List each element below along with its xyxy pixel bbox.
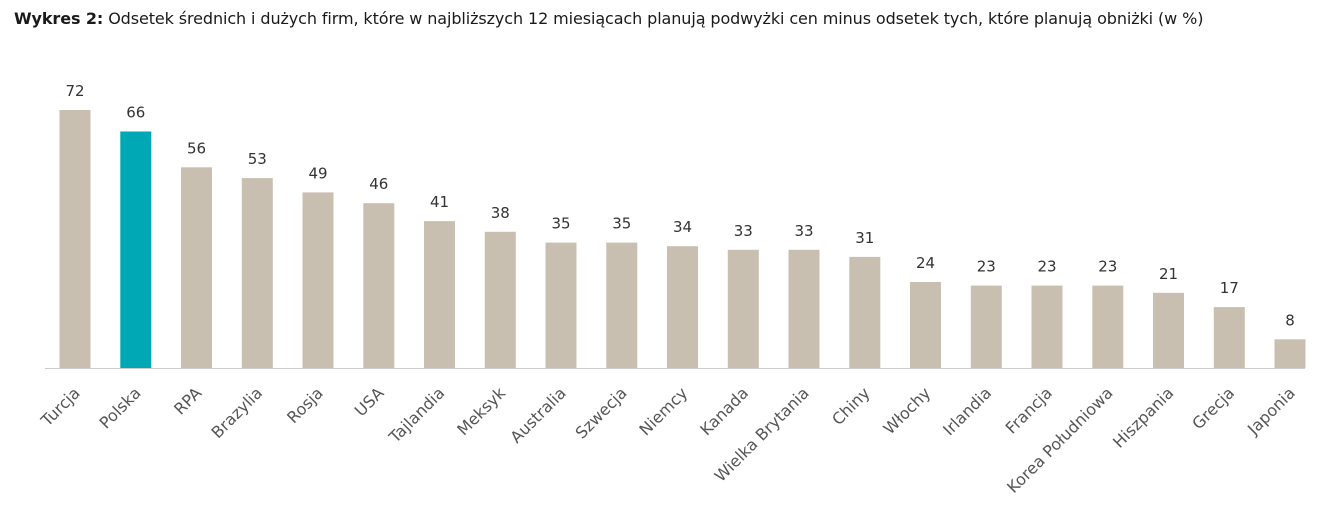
value-label-niemcy: 34 [673,218,692,236]
bar-usa [363,203,395,368]
bar-turcja [59,110,91,368]
value-label-polska: 66 [126,104,145,122]
bar-australia [545,242,577,368]
value-label-irlandia: 23 [977,258,996,276]
category-label-włochy: Włochy [879,383,934,438]
value-label-szwecja: 35 [612,215,631,233]
bar-rpa [181,167,212,368]
bar-francja [1031,285,1063,368]
value-label-usa: 46 [369,175,388,193]
category-label-brazylia: Brazylia [207,383,266,442]
category-label-japonia: Japonia [1243,383,1299,439]
category-label-chiny: Chiny [828,383,874,429]
bar-hiszpania [1153,292,1184,369]
bar-meksyk [484,231,516,368]
bar-rosja [302,192,334,368]
value-label-australia: 35 [551,215,570,233]
category-label-hiszpania: Hiszpania [1109,383,1177,451]
category-label-meksyk: Meksyk [453,383,509,439]
value-label-kanada: 33 [734,222,753,240]
bar-polska [120,131,152,368]
chart-title-label: Wykres 2: [14,9,104,28]
category-label-polska: Polska [96,383,145,432]
category-label-usa: USA [351,383,388,420]
value-label-wielka-brytania: 33 [794,222,813,240]
bar-chiny [849,256,881,368]
bar-szwecja [606,242,638,368]
bars-group [59,110,1306,369]
chart-title-text: Odsetek średnich i dużych firm, które w … [108,9,1204,28]
bar-kanada [727,249,759,369]
value-label-turcja: 72 [65,82,84,100]
bar-niemcy [667,246,698,368]
value-label-brazylia: 53 [248,150,267,168]
value-label-korea-południowa: 23 [1098,258,1117,276]
category-label-kanada: Kanada [696,383,752,439]
category-label-niemcy: Niemcy [635,383,691,439]
value-label-grecja: 17 [1220,279,1239,297]
category-label-francja: Francja [1002,383,1056,437]
bar-wielka-brytania [788,249,820,369]
bar-irlandia [970,285,1002,368]
value-label-hiszpania: 21 [1159,265,1178,283]
value-label-rpa: 56 [187,139,206,157]
bar-japonia [1274,339,1306,368]
bar-grecja [1213,307,1245,368]
value-label-chiny: 31 [855,229,874,247]
chart-title: Wykres 2: Odsetek średnich i dużych firm… [14,8,1203,30]
category-label-korea-południowa: Korea Południowa [1003,383,1116,496]
value-label-japonia: 8 [1285,311,1295,329]
value-label-tajlandia: 41 [430,193,449,211]
category-label-rosja: Rosja [283,383,327,427]
bar-tajlandia [424,221,455,368]
category-label-szwecja: Szwecja [572,383,631,442]
category-labels-group: Turcja Polska RPA Brazylia Rosja USATajlandia… [37,383,1299,497]
category-label-rpa: RPA [170,383,205,418]
value-label-włochy: 24 [916,254,935,272]
value-label-rosja: 49 [308,164,327,182]
category-label-turcja: Turcja [37,383,84,430]
category-label-irlandia: Irlandia [939,383,995,439]
bar-włochy [910,282,941,368]
category-label-australia: Australia [506,383,569,446]
bar-korea-południowa [1092,285,1124,368]
bar-brazylia [241,178,273,368]
value-label-meksyk: 38 [491,204,510,222]
category-label-tajlandia: Tajlandia [385,383,449,447]
value-label-francja: 23 [1037,258,1056,276]
category-label-grecja: Grecja [1188,383,1238,433]
value-labels-group: 72 66 56 53 49 46 41 38 35 35 34 33 33 31 24 23 23 23 21 17… [65,82,1294,329]
